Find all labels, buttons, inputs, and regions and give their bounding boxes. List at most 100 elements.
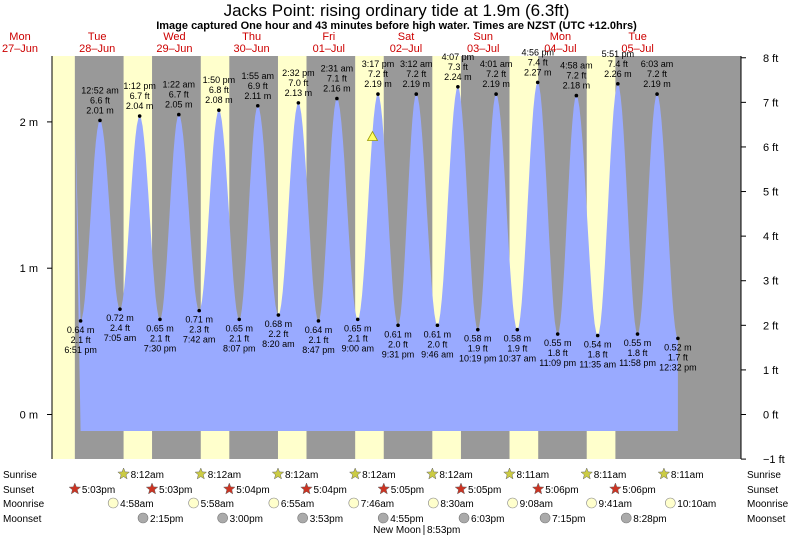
low-tide-label: 7:42 am xyxy=(183,335,216,345)
low-tide-label: 0.61 m xyxy=(424,329,452,339)
day-name: Thu xyxy=(242,31,261,43)
sunset-time: 5:06pm xyxy=(545,485,578,496)
day-date: 30–Jun xyxy=(234,43,270,55)
left-tick-label: 1 m xyxy=(20,263,38,275)
day-name: Fri xyxy=(322,31,335,43)
moonrise-icon xyxy=(507,497,518,509)
sunrise-icon xyxy=(580,467,594,480)
high-tide-label: 7.3 ft xyxy=(448,62,469,72)
sunrise-time: 8:12am xyxy=(439,470,472,481)
low-tide-label: 1.7 ft xyxy=(668,352,689,362)
low-tide-label: 0.58 m xyxy=(504,334,532,344)
sunset-icon xyxy=(377,482,391,495)
moonset-time: 7:15pm xyxy=(552,514,585,525)
high-tide-label: 1:50 pm xyxy=(203,75,236,85)
axes: 0 m 1 m 2 m −1 ft 0 ft 1 ft 2 ft 3 ft 4 ft 5 ft 6 … xyxy=(20,53,785,466)
tide-point xyxy=(376,92,380,96)
high-tide-label: 2.19 m xyxy=(403,79,431,89)
high-tide-label: 7.2 ft xyxy=(647,69,668,79)
low-tide-label: 7:30 pm xyxy=(144,343,177,353)
sunset-icon xyxy=(609,482,622,495)
high-tide-label: 2.01 m xyxy=(86,105,114,115)
moonset-time: 4:55pm xyxy=(390,514,423,525)
day-date: 02–Jul xyxy=(390,43,422,55)
day-labels: Mon27–JunTue28–JunWed29–JunThu30–JunFri0… xyxy=(2,31,654,55)
sunset-icon xyxy=(222,482,236,495)
sunset-icon xyxy=(300,482,313,495)
tide-point xyxy=(255,104,260,108)
low-tide-label: 0.52 m xyxy=(664,342,692,352)
tide-point xyxy=(676,336,680,341)
low-tide-label: 0.64 m xyxy=(305,325,333,335)
low-tide-label: 2.1 ft xyxy=(308,335,329,345)
low-tide-label: 0.71 m xyxy=(185,315,213,325)
tide-point xyxy=(197,308,201,313)
low-tide-label: 12:32 pm xyxy=(659,362,697,372)
tide-point xyxy=(494,92,498,96)
sunset-time: 5:04pm xyxy=(236,485,269,496)
row-label-moonrise: Moonrise xyxy=(3,499,45,510)
low-tide-label: 2.1 ft xyxy=(348,333,369,343)
sun-moon-rows: Sunrise Sunset Moonrise Moonset Sunrise Sunse… xyxy=(3,467,789,536)
low-tide-label: 10:37 am xyxy=(499,354,537,364)
high-tide-label: 6.8 ft xyxy=(209,85,230,95)
row-label-moonset: Moonset xyxy=(3,514,42,525)
tide-point xyxy=(217,108,221,112)
high-tide-label: 2.26 m xyxy=(604,69,632,79)
tide-point xyxy=(355,317,360,322)
moonset-icon xyxy=(458,512,470,524)
day-date: 01–Jul xyxy=(313,43,345,55)
high-tide-label: 7.2 ft xyxy=(566,71,587,81)
moonrise-time: 10:10am xyxy=(677,499,716,510)
moonrise-time: 6:55am xyxy=(281,499,314,510)
sunrise-time: 8:12am xyxy=(131,470,164,481)
sunset-icon xyxy=(531,482,545,495)
day-date: 03–Jul xyxy=(467,43,499,55)
new-moon-label: New Moon xyxy=(373,525,421,536)
low-tide-label: 2.0 ft xyxy=(388,339,409,349)
high-tide-label: 12:52 am xyxy=(81,85,119,95)
tide-point xyxy=(616,82,620,86)
tide-point xyxy=(595,333,600,338)
high-tide-label: 1:12 pm xyxy=(123,81,156,91)
high-tide-label: 2.24 m xyxy=(444,72,472,82)
row-label-sunset-right: Sunset xyxy=(747,485,778,496)
day-name: Wed xyxy=(163,31,185,43)
sunset-time: 5:03pm xyxy=(159,485,192,496)
sunrise-icon xyxy=(348,467,362,480)
water-level-area xyxy=(75,82,678,432)
moonset-time: 3:53pm xyxy=(310,514,343,525)
moonrise-icon xyxy=(107,497,119,509)
high-tide-label: 7.2 ft xyxy=(368,69,389,79)
high-tide-label: 6.6 ft xyxy=(90,95,111,105)
high-tide-label: 6.7 ft xyxy=(130,91,151,101)
tide-point xyxy=(555,332,560,336)
moonrise-icon xyxy=(188,497,199,509)
tide-point xyxy=(515,327,520,332)
day-name: Tue xyxy=(628,31,647,43)
row-label-sunrise: Sunrise xyxy=(3,470,37,481)
low-tide-label: 0.61 m xyxy=(384,329,412,339)
high-tide-label: 4:58 am xyxy=(560,61,593,71)
tide-point xyxy=(78,319,83,323)
tide-point xyxy=(177,112,181,117)
high-tide-label: 2.11 m xyxy=(244,91,271,101)
low-tide-label: 2.0 ft xyxy=(427,339,448,349)
high-tide-label: 7.1 ft xyxy=(327,73,348,83)
moonset-icon xyxy=(377,512,389,524)
low-tide-label: 1.8 ft xyxy=(548,348,569,358)
moonrise-icon xyxy=(428,497,439,509)
low-tide-label: 1.9 ft xyxy=(507,344,528,354)
low-tide-label: 11:58 pm xyxy=(619,358,656,368)
sunrise-icon xyxy=(194,467,208,480)
moonrise-time: 4:58am xyxy=(120,499,153,510)
left-tick-label: 2 m xyxy=(20,117,38,129)
low-tide-label: 0.65 m xyxy=(225,323,253,333)
moonrise-icon xyxy=(348,497,360,509)
sunset-icon xyxy=(454,482,468,495)
row-label-sunset: Sunset xyxy=(3,485,34,496)
tide-point xyxy=(98,118,102,123)
right-tick-label: 7 ft xyxy=(763,97,778,109)
low-tide-label: 7:05 am xyxy=(104,333,137,343)
tide-point xyxy=(335,96,339,101)
